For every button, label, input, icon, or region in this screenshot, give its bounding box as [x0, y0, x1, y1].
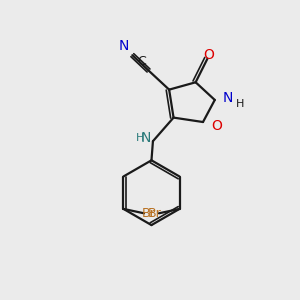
Text: Br: Br — [142, 207, 155, 220]
Text: N: N — [141, 131, 152, 145]
Text: N: N — [118, 39, 129, 53]
Text: H: H — [236, 99, 244, 110]
Text: C: C — [137, 55, 146, 68]
Text: N: N — [223, 92, 233, 106]
Text: O: O — [211, 118, 222, 133]
Text: O: O — [203, 48, 214, 62]
Text: H: H — [136, 133, 144, 143]
Text: Br: Br — [148, 207, 161, 220]
